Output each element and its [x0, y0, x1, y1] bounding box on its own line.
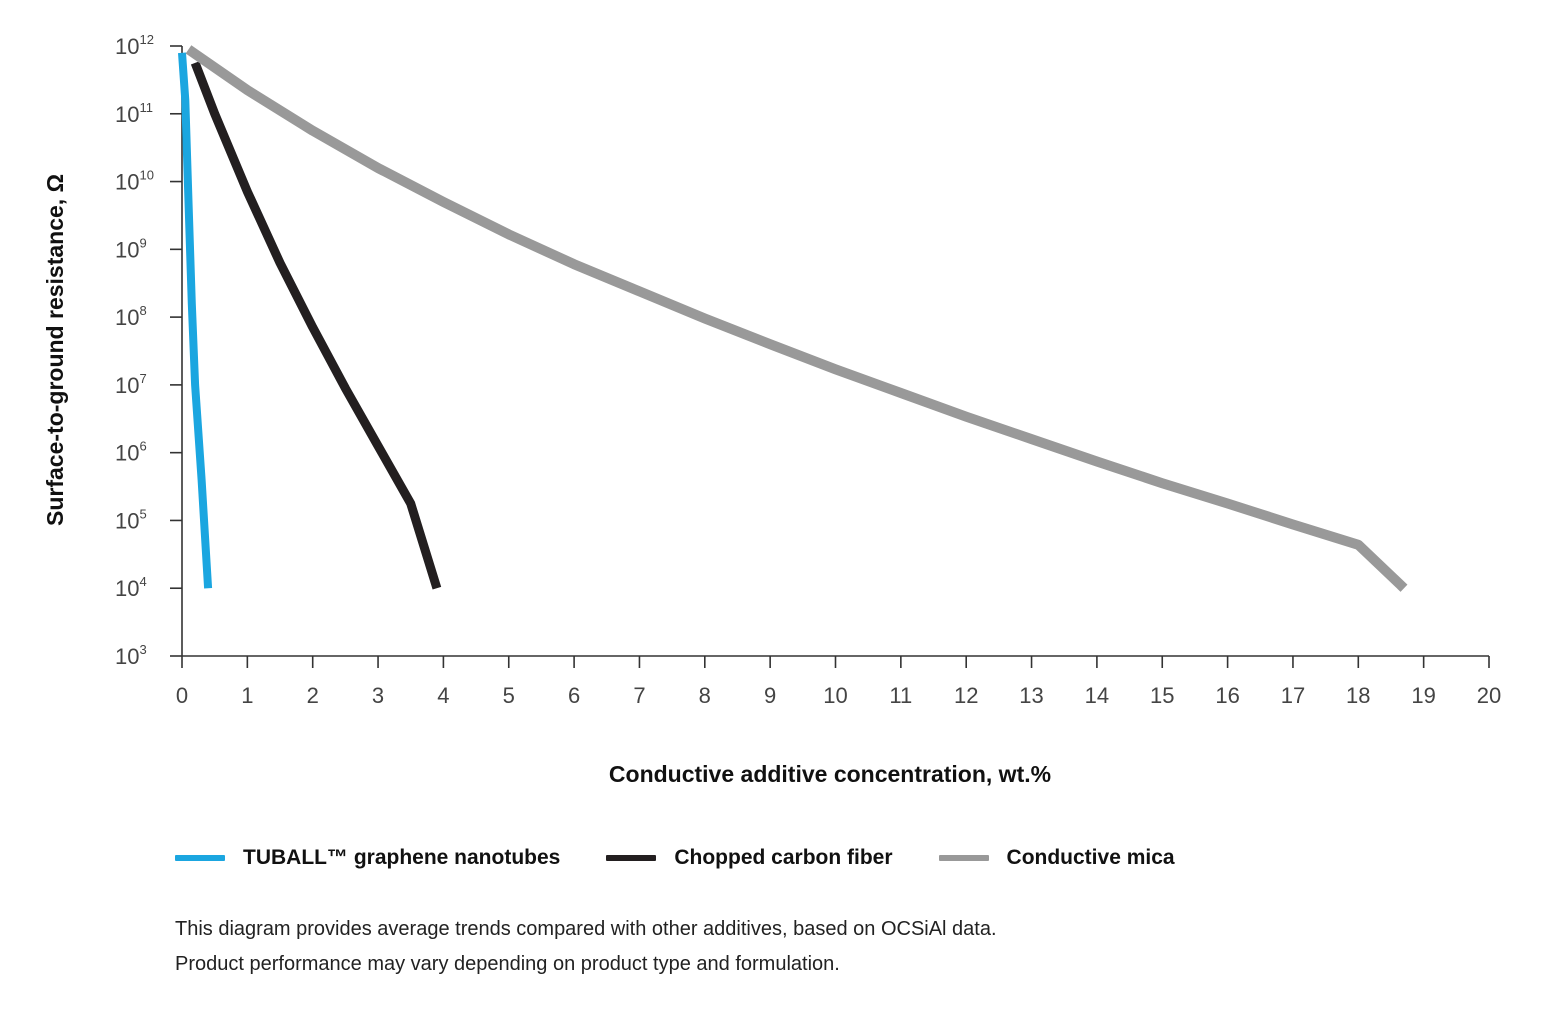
- y-tick-label: 105: [115, 506, 147, 533]
- x-tick-label: 3: [372, 683, 384, 708]
- x-tick-label: 5: [503, 683, 515, 708]
- x-tick-label: 16: [1215, 683, 1239, 708]
- legend-item-mica: Conductive mica: [938, 846, 1175, 870]
- x-tick-label: 7: [633, 683, 645, 708]
- y-tick-label: 108: [115, 303, 147, 330]
- series-line-mica: [185, 45, 1408, 592]
- x-axis-title: Conductive additive concentration, wt.%: [609, 761, 1051, 787]
- x-tick-label: 19: [1411, 683, 1435, 708]
- x-tick-label: 15: [1150, 683, 1174, 708]
- x-tick-label: 8: [699, 683, 711, 708]
- y-tick-label: 104: [115, 574, 147, 601]
- y-tick-label: 109: [115, 235, 147, 262]
- footnote-line-1: This diagram provides average trends com…: [175, 918, 997, 940]
- axes: [181, 46, 1489, 657]
- legend: TUBALL™ graphene nanotubes Chopped carbo…: [175, 846, 1221, 870]
- y-axis-title: Surface-to-ground resistance, Ω: [42, 174, 68, 526]
- x-tick-label: 10: [823, 683, 847, 708]
- x-tick-label: 18: [1346, 683, 1370, 708]
- legend-label-carbon-fiber: Chopped carbon fiber: [674, 846, 893, 869]
- x-tick-label: 2: [307, 683, 319, 708]
- legend-swatch-tuball: [175, 855, 225, 861]
- y-tick-label: 1011: [115, 100, 153, 127]
- x-tick-label: 0: [176, 683, 188, 708]
- x-tick-label: 13: [1019, 683, 1043, 708]
- footnote: This diagram provides average trends com…: [175, 912, 997, 982]
- ticks: 0 1 2 3 4 5 6 7 8 9 10 11 12 13 14 15 16 17 18 19 2010310410…: [115, 32, 1501, 708]
- series-line-carbon-fiber: [190, 61, 442, 590]
- y-tick-label: 1012: [115, 32, 154, 59]
- legend-label-tuball: TUBALL™ graphene nanotubes: [243, 846, 561, 869]
- y-tick-label: 103: [115, 642, 147, 669]
- y-tick-label: 106: [115, 439, 147, 466]
- y-tick-label: 1010: [115, 168, 154, 195]
- legend-swatch-carbon-fiber: [606, 855, 657, 861]
- series-lines: [178, 45, 1408, 592]
- x-tick-label: 11: [889, 683, 912, 708]
- x-tick-label: 17: [1281, 683, 1305, 708]
- legend-item-tuball: TUBALL™ graphene nanotubes: [175, 846, 560, 870]
- footnote-line-2: Product performance may vary depending o…: [175, 953, 840, 975]
- x-tick-label: 12: [954, 683, 978, 708]
- legend-item-carbon-fiber: Chopped carbon fiber: [606, 846, 893, 870]
- x-tick-label: 6: [568, 683, 580, 708]
- x-tick-label: 1: [241, 683, 253, 708]
- x-tick-label: 4: [437, 683, 449, 708]
- legend-label-mica: Conductive mica: [1006, 846, 1175, 869]
- x-tick-label: 20: [1477, 683, 1501, 708]
- x-tick-label: 14: [1085, 683, 1109, 708]
- y-tick-label: 107: [115, 371, 147, 398]
- series-line-tuball: [178, 52, 213, 589]
- legend-swatch-mica: [938, 855, 989, 861]
- x-tick-label: 9: [764, 683, 776, 708]
